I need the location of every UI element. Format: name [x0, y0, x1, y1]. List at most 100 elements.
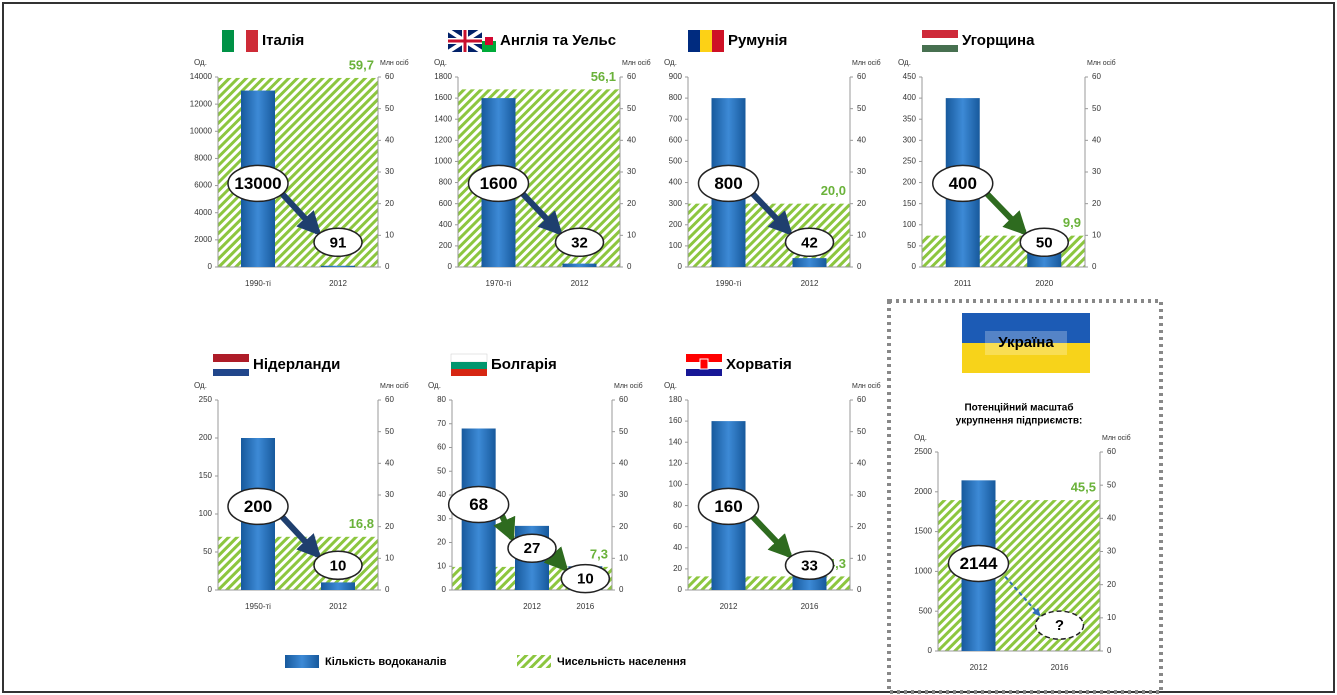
value-label: 160	[714, 497, 742, 516]
y-tick-label: 40	[673, 543, 682, 552]
value-label: 10	[330, 557, 347, 574]
y-tick-label: 200	[669, 220, 683, 229]
y-tick-label: 800	[669, 93, 683, 102]
y-axis-label: Од.	[914, 433, 927, 442]
y2-tick-label: 40	[857, 458, 866, 467]
legend-swatch	[517, 655, 551, 668]
value-label: 91	[330, 234, 347, 251]
y-tick-label: 0	[442, 585, 447, 594]
arrow	[493, 511, 516, 543]
y2-tick-label: 0	[1092, 262, 1097, 271]
bar	[321, 265, 355, 267]
y-tick-label: 40	[437, 490, 446, 499]
bubble	[447, 485, 510, 524]
y2-tick-label: 20	[857, 522, 866, 531]
population-label: 7,3	[590, 546, 608, 561]
y2-tick-label: 20	[385, 522, 394, 531]
y2-axis-label: Млн осіб	[852, 382, 881, 390]
chart-title: Румунія	[728, 32, 787, 49]
y-tick-label: 400	[669, 178, 683, 187]
y-tick-label: 70	[437, 419, 446, 428]
y-tick-label: 14000	[190, 72, 213, 81]
arrow	[748, 512, 793, 559]
chart-title: Україна	[998, 334, 1054, 351]
subtitle: укрупнення підприємств:	[956, 416, 1083, 427]
y-tick-label: 10	[437, 561, 446, 570]
x-tick-label: 1990-ті	[716, 279, 742, 288]
y-tick-label: 150	[199, 471, 213, 480]
value-label: ?	[1055, 617, 1064, 634]
population-label: 16,8	[349, 516, 374, 531]
y-tick-label: 4000	[194, 208, 212, 217]
population-label: 9,9	[1063, 215, 1081, 230]
y2-tick-label: 20	[1092, 199, 1101, 208]
y-tick-label: 6000	[194, 181, 212, 190]
y-tick-label: 500	[669, 157, 683, 166]
y-axis-label: Од.	[898, 58, 911, 67]
y2-tick-label: 40	[857, 135, 866, 144]
y2-tick-label: 20	[385, 199, 394, 208]
ukraine-frame	[887, 299, 1163, 694]
y-tick-label: 2000	[194, 235, 212, 244]
y-tick-label: 80	[437, 395, 446, 404]
y-tick-label: 250	[903, 157, 917, 166]
population-label: 20,0	[821, 183, 846, 198]
y2-tick-label: 40	[627, 135, 636, 144]
y2-tick-label: 20	[619, 522, 628, 531]
y-tick-label: 20	[437, 538, 446, 547]
y-tick-label: 50	[437, 466, 446, 475]
y-tick-label: 400	[439, 220, 453, 229]
bubble	[467, 164, 530, 203]
bubble	[697, 487, 760, 526]
bubble	[227, 164, 289, 203]
y-tick-label: 0	[208, 585, 213, 594]
y-tick-label: 60	[437, 443, 446, 452]
bubble	[560, 563, 611, 594]
x-tick-label: 2016	[576, 602, 594, 611]
y-tick-label: 700	[669, 114, 683, 123]
y-tick-label: 2500	[914, 447, 932, 456]
value-label: 50	[1036, 234, 1053, 251]
bubble	[947, 544, 1010, 583]
legend-label: Чисельність населення	[557, 656, 686, 668]
y-tick-label: 60	[673, 522, 682, 531]
bubble	[1034, 610, 1085, 640]
value-label: 800	[714, 174, 742, 193]
population-label: 56,1	[591, 69, 616, 84]
y2-tick-label: 0	[385, 262, 390, 271]
y2-tick-label: 0	[857, 262, 862, 271]
y2-tick-label: 30	[385, 167, 394, 176]
y2-tick-label: 30	[1107, 547, 1116, 556]
y2-tick-label: 10	[857, 230, 866, 239]
y-tick-label: 2000	[914, 487, 932, 496]
y2-tick-label: 0	[1107, 646, 1112, 655]
value-label: 13000	[234, 174, 281, 193]
y-tick-label: 900	[669, 72, 683, 81]
arrow	[543, 546, 569, 573]
y-tick-label: 1200	[434, 135, 452, 144]
y2-tick-label: 0	[627, 262, 632, 271]
value-label: 200	[244, 497, 272, 516]
y2-tick-label: 60	[1092, 72, 1101, 81]
y2-tick-label: 40	[1107, 513, 1116, 522]
value-label: 32	[571, 234, 588, 251]
y2-tick-label: 0	[857, 585, 862, 594]
y-tick-label: 300	[669, 199, 683, 208]
y-tick-label: 1800	[434, 72, 452, 81]
y2-tick-label: 50	[857, 104, 866, 113]
x-tick-label: 2012	[801, 279, 819, 288]
y2-tick-label: 30	[857, 490, 866, 499]
y2-tick-label: 30	[857, 167, 866, 176]
y-tick-label: 100	[669, 480, 683, 489]
y-tick-label: 1500	[914, 527, 932, 536]
y-tick-label: 80	[673, 501, 682, 510]
y-axis-label: Од.	[194, 381, 207, 390]
y-tick-label: 180	[669, 395, 683, 404]
arrow	[518, 189, 563, 236]
population-label: 59,7	[349, 57, 374, 72]
y-tick-label: 140	[669, 437, 683, 446]
y-tick-label: 600	[669, 135, 683, 144]
y-tick-label: 1600	[434, 93, 452, 102]
y2-tick-label: 60	[385, 395, 394, 404]
